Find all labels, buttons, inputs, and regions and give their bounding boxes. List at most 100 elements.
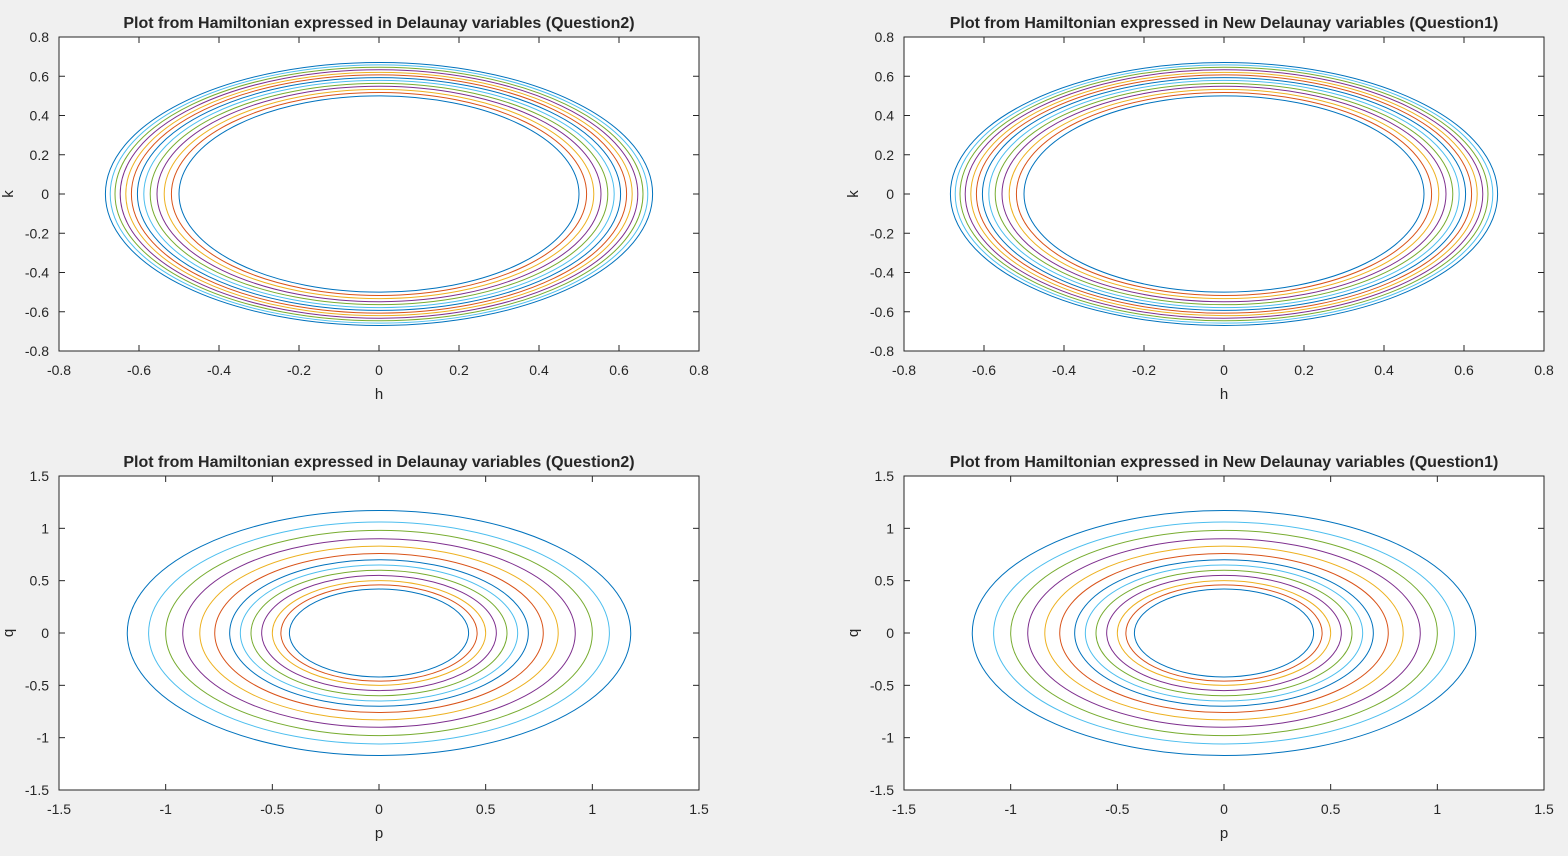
series-line-2 [170, 92, 588, 296]
x-tick-label: 0.8 [1534, 362, 1554, 378]
series-line-3 [1116, 580, 1332, 686]
x-tick-label: 0.8 [689, 362, 709, 378]
series-line-3 [271, 580, 487, 686]
x-tick-label: 0.5 [1321, 801, 1341, 817]
series-line-13 [126, 510, 632, 756]
series-line-4 [1106, 574, 1342, 692]
series-line-7 [981, 77, 1467, 311]
plot-area [59, 37, 699, 351]
plot-area [904, 476, 1544, 790]
series-line-1 [178, 95, 580, 293]
series-line-9 [125, 71, 633, 317]
y-tick-label: -0.6 [25, 304, 49, 320]
series-line-9 [1044, 545, 1404, 721]
x-tick-label: -0.5 [260, 801, 284, 817]
series-line-3 [163, 88, 595, 300]
series-line-8 [975, 74, 1473, 314]
y-tick-label: 0.5 [875, 573, 895, 589]
series-line-13 [949, 62, 1499, 326]
x-tick-label: -0.6 [127, 362, 151, 378]
series-line-11 [959, 66, 1489, 322]
series-line-8 [130, 74, 628, 314]
series-line-4 [1001, 85, 1447, 303]
x-tick-label: -0.5 [1105, 801, 1129, 817]
series-line-12 [148, 521, 610, 745]
y-tick-label: -0.6 [870, 304, 894, 320]
y-tick-label: -1.5 [25, 782, 49, 798]
series-line-10 [182, 538, 576, 728]
x-tick-label: 1 [1433, 801, 1441, 817]
y-tick-label: -0.2 [25, 225, 49, 241]
series-line-6 [988, 79, 1460, 309]
chart-title: Plot from Hamiltonian expressed in Delau… [123, 454, 634, 471]
y-tick-label: 1 [41, 520, 49, 536]
series-line-3 [1008, 88, 1440, 300]
series-group [104, 62, 654, 326]
x-tick-label: -1 [159, 801, 172, 817]
series-line-8 [214, 552, 544, 714]
x-axis-label: p [375, 825, 383, 842]
x-axis-label: h [1220, 386, 1228, 403]
x-tick-label: 0.6 [1454, 362, 1474, 378]
x-tick-label: 1 [588, 801, 596, 817]
series-line-7 [136, 77, 622, 311]
x-tick-label: 0.6 [609, 362, 629, 378]
y-tick-label: 0.6 [875, 68, 895, 84]
x-axis-label: h [375, 386, 383, 403]
y-tick-label: 1.5 [875, 468, 895, 484]
chart-title: Plot from Hamiltonian expressed in New D… [950, 454, 1499, 471]
y-tick-label: 0.4 [875, 108, 895, 124]
y-tick-label: 1 [886, 520, 894, 536]
chart-4: -1.5 -1 -0.5 0 0.5 1 1.5 -1.5 -1 -0.5 0 0.5 1 1.5 Plot… [845, 454, 1554, 842]
y-axis-label: k [845, 190, 862, 198]
x-axis-label: p [1220, 825, 1228, 842]
series-line-13 [104, 62, 654, 326]
x-tick-label: 0 [1220, 362, 1228, 378]
x-tick-label: -0.2 [1132, 362, 1156, 378]
x-tick-label: -1.5 [892, 801, 916, 817]
x-tick-label: -0.2 [287, 362, 311, 378]
y-tick-label: -0.8 [870, 343, 894, 359]
x-tick-label: -1 [1004, 801, 1017, 817]
x-tick-label: 0 [1220, 801, 1228, 817]
series-line-7 [229, 559, 529, 707]
series-line-11 [114, 66, 644, 322]
series-line-12 [993, 521, 1455, 745]
x-tick-label: -0.4 [207, 362, 231, 378]
x-tick-label: 0.4 [1374, 362, 1394, 378]
series-line-2 [1125, 584, 1323, 682]
plot-area [59, 476, 699, 790]
y-tick-label: 0.2 [875, 147, 895, 163]
y-tick-label: -1 [37, 730, 50, 746]
x-tick-label: 1.5 [1534, 801, 1554, 817]
series-line-10 [964, 69, 1484, 319]
y-axis-label: k [0, 190, 17, 198]
x-tick-label: 1.5 [689, 801, 709, 817]
y-tick-label: 0 [886, 186, 894, 202]
series-group [126, 510, 632, 756]
x-tick-label: 0.5 [476, 801, 496, 817]
series-line-7 [1074, 559, 1374, 707]
series-group [949, 62, 1499, 326]
series-line-2 [280, 584, 478, 682]
y-tick-label: 0.8 [30, 29, 50, 45]
y-tick-label: -0.2 [870, 225, 894, 241]
x-tick-label: 0.2 [449, 362, 469, 378]
series-line-6 [143, 79, 615, 309]
x-tick-label: -0.8 [892, 362, 916, 378]
series-line-8 [1059, 552, 1389, 714]
y-tick-label: -0.4 [870, 265, 894, 281]
plot-area [904, 37, 1544, 351]
chart-title: Plot from Hamiltonian expressed in Delau… [123, 15, 634, 32]
series-line-1 [288, 588, 470, 678]
series-line-12 [954, 64, 1494, 324]
series-line-4 [261, 574, 497, 692]
y-tick-label: 1.5 [30, 468, 50, 484]
y-tick-label: -0.5 [25, 677, 49, 693]
series-line-10 [1027, 538, 1421, 728]
y-axis-label: q [0, 629, 17, 637]
series-line-5 [250, 569, 508, 697]
x-tick-label: -0.8 [47, 362, 71, 378]
